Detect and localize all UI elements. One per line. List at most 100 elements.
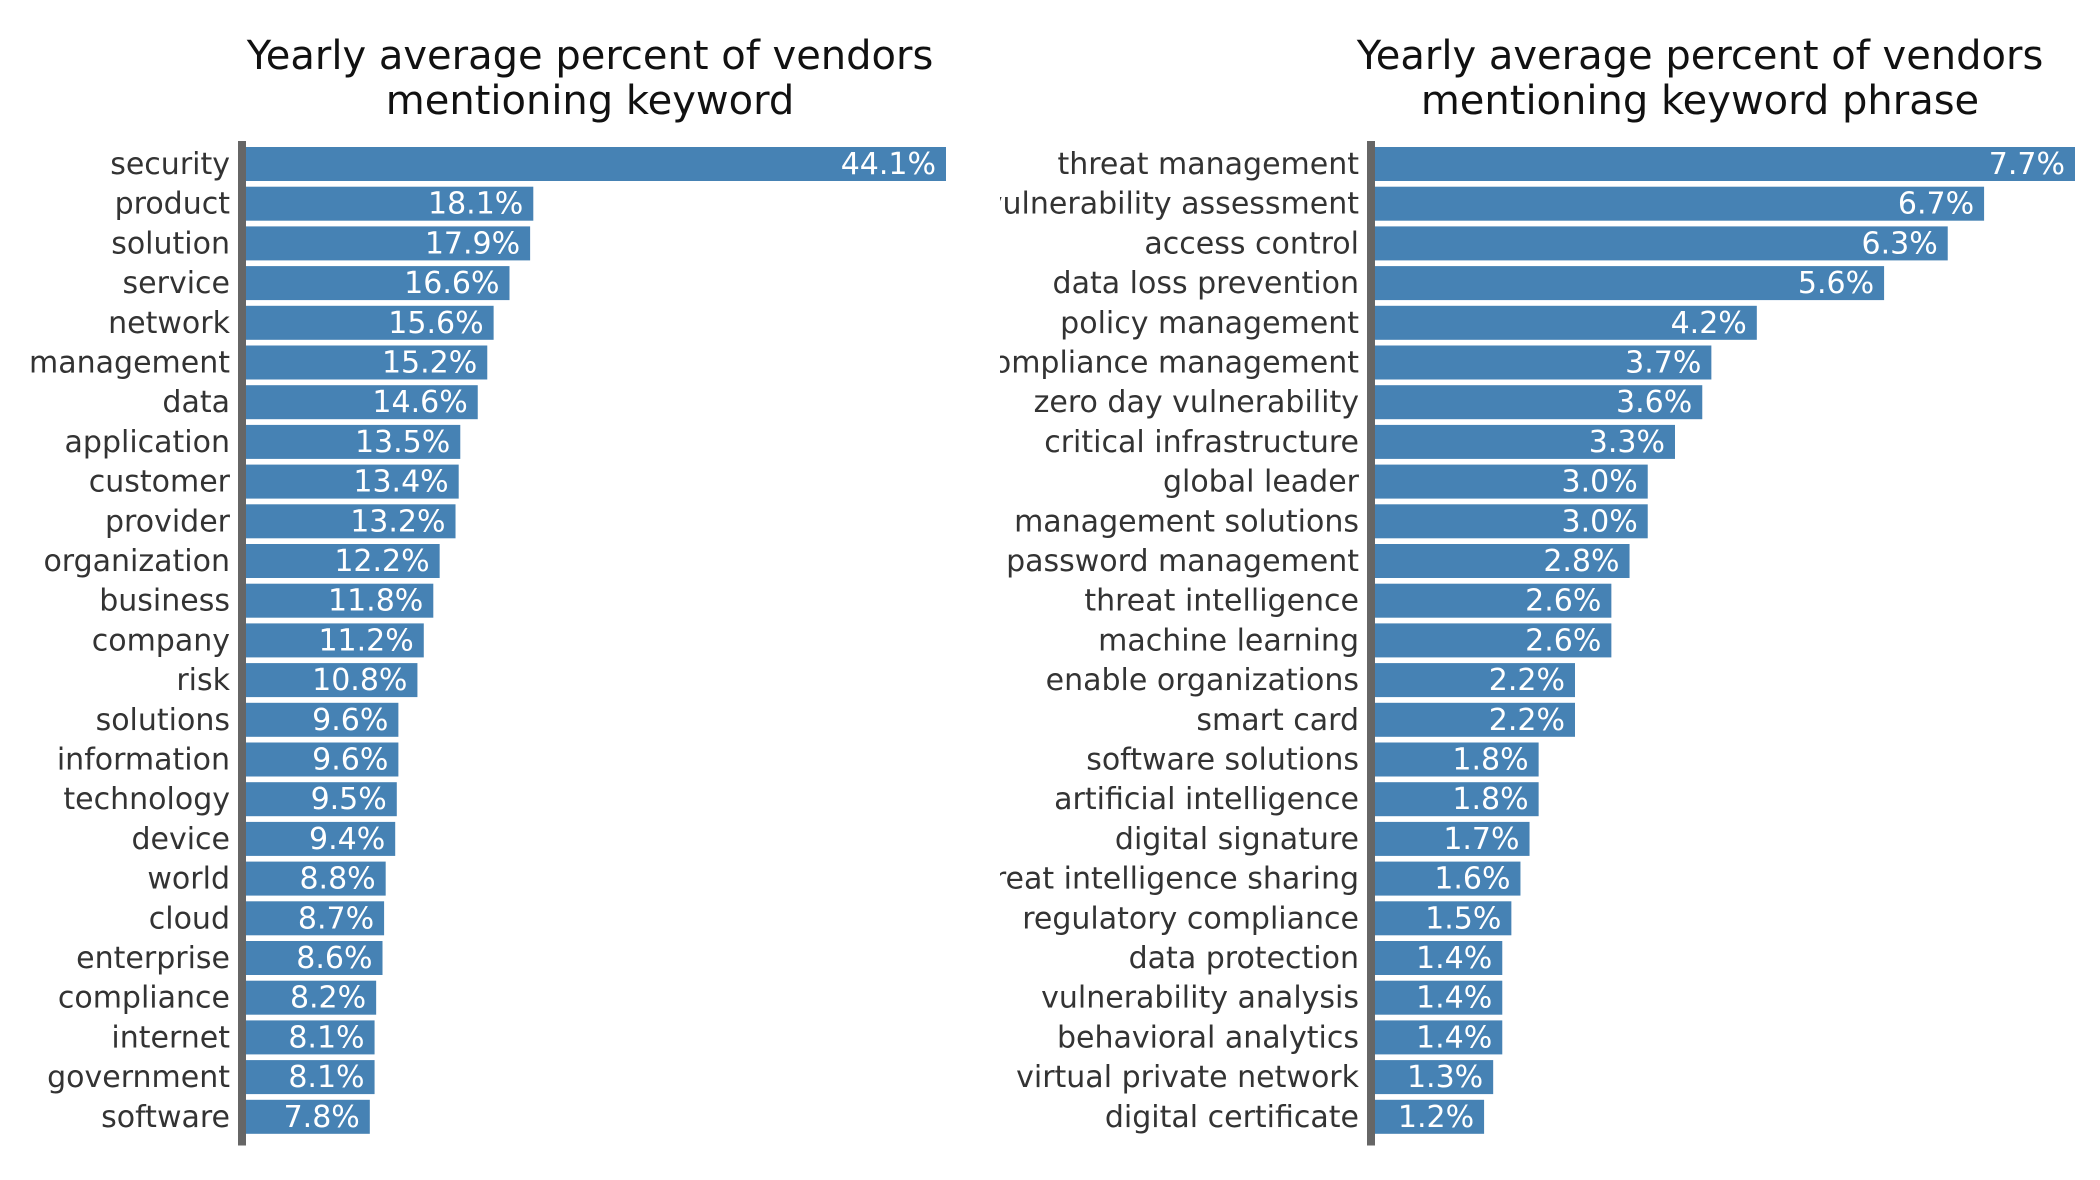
category-label: data loss prevention <box>1053 266 1359 301</box>
value-label: 15.6% <box>388 306 483 341</box>
bar <box>246 464 459 499</box>
value-label: 15.2% <box>382 346 477 381</box>
category-label: data protection <box>1129 941 1359 976</box>
category-label: government <box>47 1060 230 1095</box>
bar <box>1375 861 1521 896</box>
keyword-chart: Yearly average percent of vendors mentio… <box>0 0 1000 1180</box>
value-label: 1.4% <box>1416 1020 1492 1055</box>
bar <box>246 345 488 380</box>
category-label: global leader <box>1163 465 1360 500</box>
category-label: artificial intelligence <box>1054 782 1359 817</box>
bar <box>1375 266 1885 301</box>
bar <box>246 623 424 658</box>
category-label: internet <box>111 1020 230 1055</box>
value-label: 16.6% <box>404 266 499 301</box>
bar <box>246 980 377 1015</box>
bar <box>1375 623 1612 658</box>
bar <box>246 663 418 698</box>
y-axis-line <box>1367 141 1375 1146</box>
value-label: 1.5% <box>1425 901 1501 936</box>
bar <box>1375 147 2075 181</box>
value-label: 1.3% <box>1407 1060 1483 1095</box>
value-label: 3.0% <box>1562 504 1638 539</box>
category-label: customer <box>89 465 231 500</box>
y-axis-line <box>238 141 246 1146</box>
category-label: management <box>29 346 230 381</box>
value-label: 11.2% <box>318 623 413 658</box>
value-label: 13.4% <box>353 465 448 500</box>
category-label: enterprise <box>76 941 230 976</box>
category-label: solution <box>111 226 230 261</box>
value-label: 8.1% <box>288 1060 364 1095</box>
bar <box>1375 385 1703 420</box>
bar <box>246 861 386 896</box>
category-label: world <box>147 862 230 897</box>
bar <box>1375 504 1648 539</box>
bar <box>246 226 531 261</box>
category-label: management solutions <box>1014 504 1359 539</box>
category-label: security <box>110 147 230 182</box>
bar <box>246 1099 370 1134</box>
category-label: vulnerability analysis <box>1041 981 1359 1016</box>
bar <box>246 147 946 181</box>
value-label: 1.4% <box>1416 941 1492 976</box>
bar <box>246 504 456 539</box>
category-label: compliance <box>58 981 230 1016</box>
value-label: 4.2% <box>1671 306 1747 341</box>
category-label: compliance management <box>1000 346 1359 381</box>
value-label: 44.1% <box>841 147 936 182</box>
bar <box>1375 782 1539 817</box>
value-label: 3.3% <box>1589 425 1665 460</box>
chart-title: Yearly average percent of vendors mentio… <box>246 33 934 124</box>
keyword-bar-plot: security 44.1% product 18.1% solution 17.9% se… <box>29 141 946 1146</box>
category-label: cloud <box>149 901 230 936</box>
bar <box>1375 980 1503 1015</box>
category-label: behavioral analytics <box>1057 1020 1359 1055</box>
value-label: 5.6% <box>1798 266 1874 301</box>
value-label: 13.2% <box>350 504 445 539</box>
value-label: 1.8% <box>1452 782 1528 817</box>
bar <box>1375 742 1539 777</box>
category-label: technology <box>63 782 230 817</box>
category-label: product <box>115 187 231 222</box>
bar <box>246 901 385 936</box>
value-label: 14.6% <box>372 385 467 420</box>
chart-title: Yearly average percent of vendors mentio… <box>1356 33 2044 124</box>
value-label: 1.8% <box>1452 743 1528 778</box>
category-label: machine learning <box>1098 623 1359 658</box>
value-label: 12.2% <box>334 544 429 579</box>
category-label: password management <box>1006 544 1359 579</box>
category-label: digital signature <box>1115 822 1359 857</box>
category-label: regulatory compliance <box>1022 901 1359 936</box>
category-label: threat intelligence <box>1084 584 1359 619</box>
bar <box>1375 702 1575 737</box>
value-label: 10.8% <box>312 663 407 698</box>
category-label: application <box>65 425 230 460</box>
category-label: provider <box>105 504 231 539</box>
value-label: 8.2% <box>290 981 366 1016</box>
value-label: 8.1% <box>288 1020 364 1055</box>
keyword-phrase-chart: Yearly average percent of vendors mentio… <box>1000 0 2100 1180</box>
value-label: 9.6% <box>312 703 388 738</box>
category-label: zero day vulnerability <box>1034 385 1359 420</box>
bar <box>1375 186 1985 221</box>
bar <box>1375 345 1712 380</box>
category-label: enable organizations <box>1046 663 1359 698</box>
category-label: smart card <box>1196 703 1359 738</box>
category-label: software solutions <box>1086 743 1359 778</box>
bar <box>246 782 397 817</box>
bar <box>246 266 510 301</box>
category-label: business <box>99 584 230 619</box>
bar <box>246 821 396 856</box>
bar <box>246 1020 375 1055</box>
value-label: 3.7% <box>1625 346 1701 381</box>
value-label: 11.8% <box>328 584 423 619</box>
category-label: solutions <box>96 703 230 738</box>
value-label: 9.6% <box>312 743 388 778</box>
bar <box>1375 1020 1503 1055</box>
value-label: 8.6% <box>296 941 372 976</box>
category-label: critical infrastructure <box>1044 425 1359 460</box>
value-label: 2.2% <box>1489 703 1565 738</box>
value-label: 6.3% <box>1862 226 1938 261</box>
value-label: 7.7% <box>1989 147 2065 182</box>
